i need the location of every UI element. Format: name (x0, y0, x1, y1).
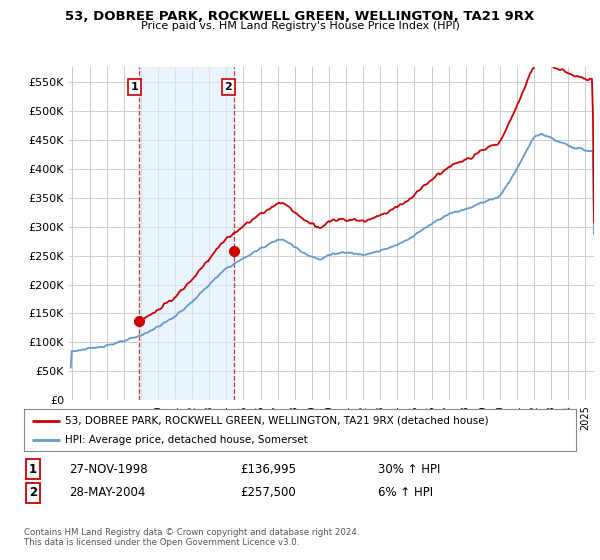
Text: 27-NOV-1998: 27-NOV-1998 (69, 463, 148, 476)
Text: 6% ↑ HPI: 6% ↑ HPI (378, 486, 433, 500)
Text: 1: 1 (29, 463, 37, 476)
Text: 53, DOBREE PARK, ROCKWELL GREEN, WELLINGTON, TA21 9RX (detached house): 53, DOBREE PARK, ROCKWELL GREEN, WELLING… (65, 416, 489, 426)
Text: £257,500: £257,500 (240, 486, 296, 500)
Text: Price paid vs. HM Land Registry's House Price Index (HPI): Price paid vs. HM Land Registry's House … (140, 21, 460, 31)
Bar (139, 67, 233, 400)
Text: 53, DOBREE PARK, ROCKWELL GREEN, WELLINGTON, TA21 9RX: 53, DOBREE PARK, ROCKWELL GREEN, WELLING… (65, 10, 535, 23)
Text: Contains HM Land Registry data © Crown copyright and database right 2024.
This d: Contains HM Land Registry data © Crown c… (24, 528, 359, 547)
Text: 28-MAY-2004: 28-MAY-2004 (69, 486, 145, 500)
Text: 1: 1 (130, 82, 138, 92)
Text: HPI: Average price, detached house, Somerset: HPI: Average price, detached house, Some… (65, 435, 308, 445)
Text: 2: 2 (224, 82, 232, 92)
Text: 30% ↑ HPI: 30% ↑ HPI (378, 463, 440, 476)
Text: 2: 2 (29, 486, 37, 500)
Text: £136,995: £136,995 (240, 463, 296, 476)
